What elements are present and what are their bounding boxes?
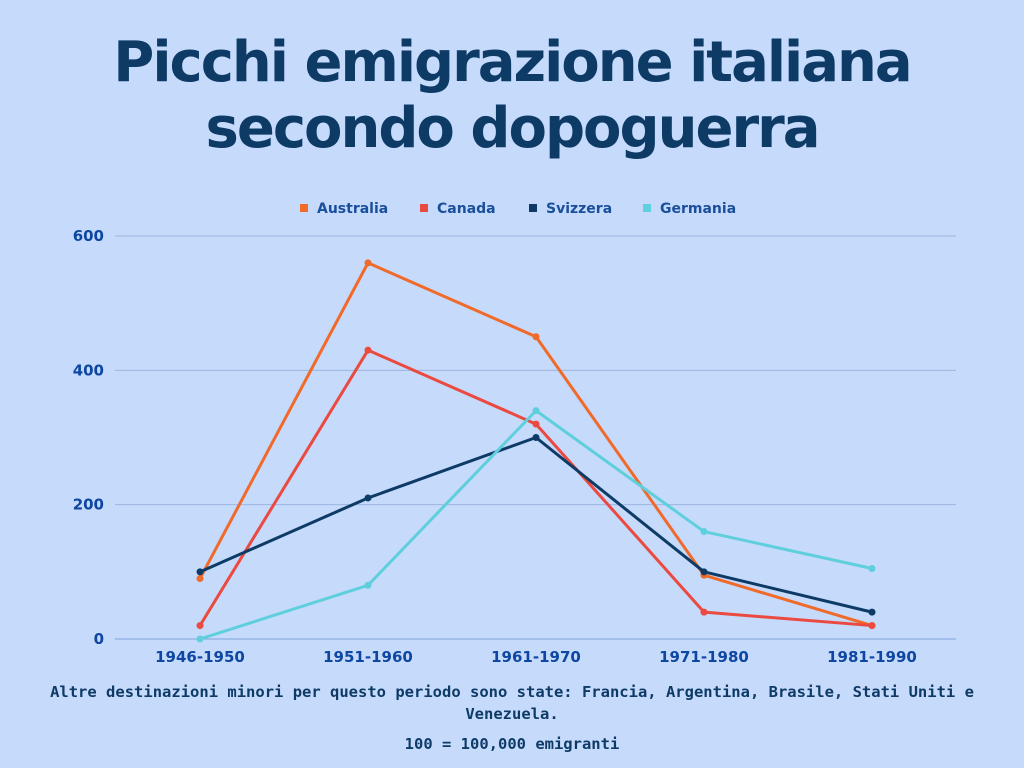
legend-label-australia: Australia bbox=[317, 201, 388, 217]
point-australia-1951-1960 bbox=[364, 259, 372, 267]
x-tick-label-1946-1950: 1946-1950 bbox=[155, 648, 245, 666]
x-axis-ticks: 1946-1950 1951-1960 1961-1970 1971-1980 1981… bbox=[155, 648, 917, 666]
x-tick-label-1981-1990: 1981-1990 bbox=[827, 648, 917, 666]
point-germania-1971-1980 bbox=[700, 528, 708, 536]
title-line-2: secondo dopoguerra bbox=[205, 96, 821, 161]
point-svizzera-1981-1990 bbox=[868, 608, 876, 616]
page-title: Picchi emigrazione italiana secondo dopo… bbox=[0, 30, 1024, 162]
y-tick-label-400: 400 bbox=[73, 361, 104, 379]
line-chart: Australia Canada Svizzera Germania 0 200 400 6… bbox=[73, 201, 956, 666]
point-germania-1946-1950 bbox=[196, 635, 204, 643]
point-svizzera-1961-1970 bbox=[532, 434, 540, 441]
series-line-germania bbox=[199, 409, 873, 641]
point-svizzera-1951-1960 bbox=[364, 494, 372, 502]
legend-label-canada: Canada bbox=[437, 201, 496, 217]
series-lines bbox=[198, 261, 873, 641]
x-tick-label-1951-1960: 1951-1960 bbox=[323, 648, 413, 666]
y-tick-label-600: 600 bbox=[73, 227, 104, 245]
point-germania-1951-1960 bbox=[364, 581, 372, 589]
legend-swatch-canada bbox=[420, 204, 428, 212]
title-line-1: Picchi emigrazione italiana bbox=[113, 30, 912, 95]
chart-gridlines bbox=[115, 235, 956, 640]
point-australia-1961-1970 bbox=[532, 333, 540, 341]
point-australia-1946-1950 bbox=[196, 575, 204, 583]
legend-label-germania: Germania bbox=[660, 201, 736, 217]
point-germania-1981-1990 bbox=[868, 564, 876, 572]
point-canada-1961-1970 bbox=[532, 420, 540, 428]
x-tick-label-1971-1980: 1971-1980 bbox=[659, 648, 749, 666]
point-canada-1981-1990 bbox=[868, 622, 876, 630]
footnote-scale: 100 = 100,000 emigranti bbox=[404, 735, 620, 753]
series-line-svizzera bbox=[199, 436, 873, 614]
y-tick-label-0: 0 bbox=[94, 630, 104, 648]
point-svizzera-1946-1950 bbox=[196, 568, 204, 576]
chart-legend: Australia Canada Svizzera Germania bbox=[300, 201, 736, 217]
legend-swatch-svizzera bbox=[529, 204, 537, 212]
legend-swatch-germania bbox=[643, 204, 651, 212]
series-points bbox=[196, 259, 876, 643]
legend-label-svizzera: Svizzera bbox=[546, 201, 612, 217]
point-germania-1961-1970 bbox=[532, 407, 540, 415]
point-svizzera-1971-1980 bbox=[700, 568, 708, 576]
point-canada-1951-1960 bbox=[364, 346, 372, 354]
point-canada-1946-1950 bbox=[196, 622, 204, 630]
footnote-destinations: Altre destinazioni minori per questo per… bbox=[50, 683, 974, 723]
point-canada-1971-1980 bbox=[700, 608, 708, 616]
y-axis-ticks: 0 200 400 600 bbox=[73, 227, 104, 648]
y-tick-label-200: 200 bbox=[73, 496, 104, 514]
legend-swatch-australia bbox=[300, 204, 308, 212]
series-line-australia bbox=[198, 261, 873, 628]
x-tick-label-1961-1970: 1961-1970 bbox=[491, 648, 581, 666]
